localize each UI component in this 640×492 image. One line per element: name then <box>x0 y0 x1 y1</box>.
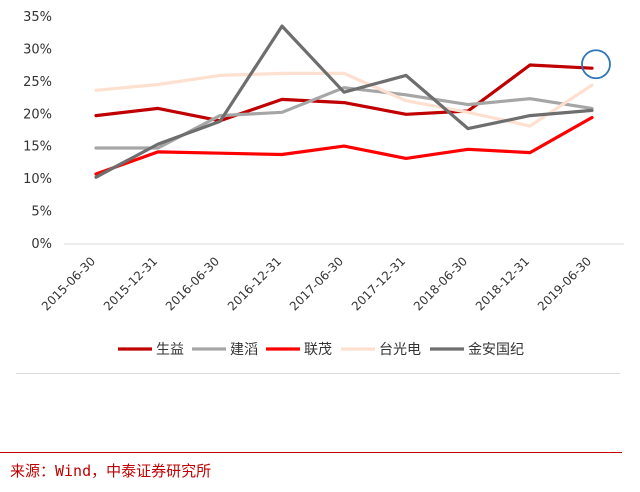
x-tick-label: 2015-12-31 <box>101 254 160 313</box>
x-tick-label: 2019-06-30 <box>535 254 594 313</box>
legend-divider <box>16 373 620 374</box>
y-tick-label: 5% <box>31 205 52 220</box>
x-tick-label: 2016-12-31 <box>225 254 284 313</box>
x-tick-label: 2018-06-30 <box>411 254 470 313</box>
x-tick-label: 2017-06-30 <box>287 254 346 313</box>
x-axis: 2015-06-30 2015-12-31 2016-06-30 2016-12-31… <box>39 243 624 313</box>
source-note: 来源：Wind，中泰证券研究所 <box>10 462 212 480</box>
x-tick-label: 2017-12-31 <box>349 254 408 313</box>
series-layer <box>94 24 594 179</box>
source-rule <box>0 452 622 453</box>
y-tick-label: 0% <box>31 237 52 252</box>
legend-label: 台光电 <box>379 342 421 358</box>
series-line <box>94 115 594 176</box>
legend-label: 金安国纪 <box>468 342 524 358</box>
legend-label: 联茂 <box>304 341 332 358</box>
line-chart: 0% 5% 10% 15% 20% 25% 30% 35% 2015-06-30 2015-12… <box>23 10 624 358</box>
y-tick-label: 25% <box>23 75 52 90</box>
legend-label: 建滔 <box>230 342 258 358</box>
legend-label: 生益 <box>156 342 184 358</box>
y-tick-label: 30% <box>23 42 52 57</box>
legend: 生益 建滔 联茂 台光电 金安国纪 <box>118 341 524 358</box>
series-line <box>94 63 594 123</box>
x-tick-label: 2018-12-31 <box>473 254 532 313</box>
y-tick-label: 15% <box>23 140 52 155</box>
y-tick-label: 35% <box>23 10 52 25</box>
highlight-circle <box>581 49 611 80</box>
series-line <box>94 24 594 179</box>
y-tick-label: 10% <box>23 172 52 187</box>
x-tick-label: 2016-06-30 <box>163 254 222 313</box>
highlight-layer <box>581 49 611 80</box>
y-tick-label: 20% <box>23 107 52 122</box>
x-tick-label: 2015-06-30 <box>39 254 98 313</box>
y-axis: 0% 5% 10% 15% 20% 25% 30% 35% <box>23 10 52 252</box>
